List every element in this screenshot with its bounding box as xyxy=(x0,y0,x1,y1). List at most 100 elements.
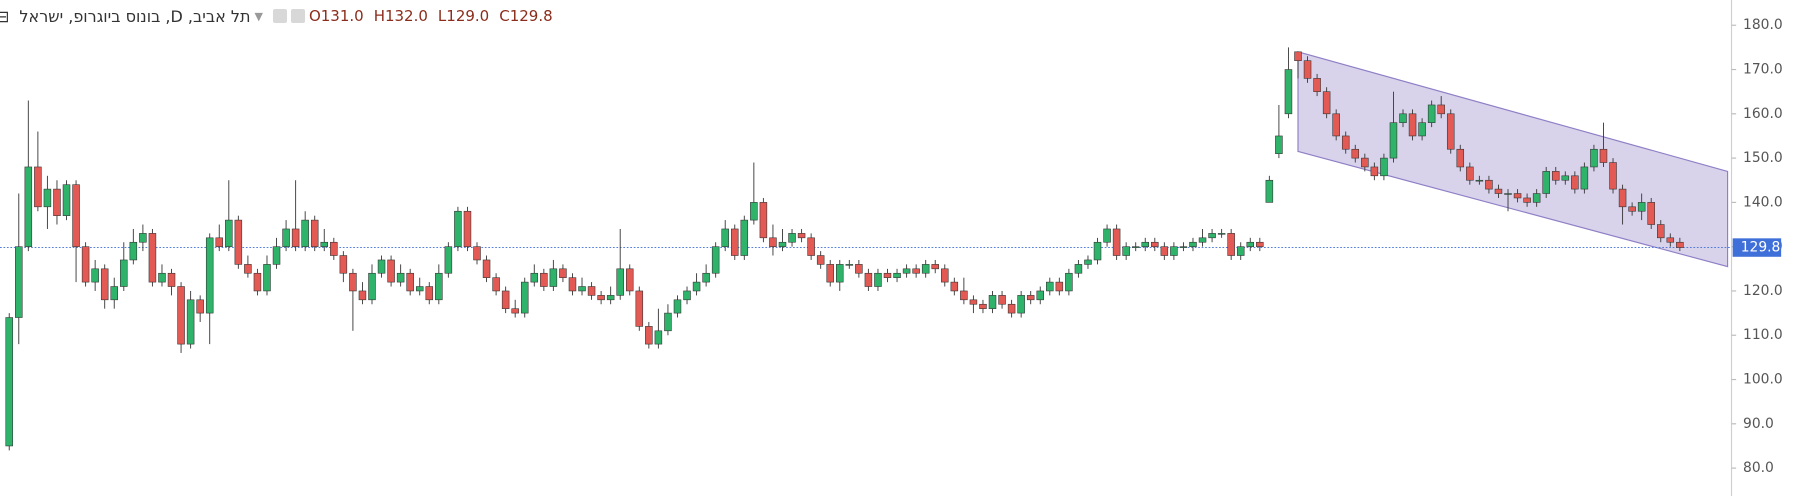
candle-body xyxy=(1389,122,1398,159)
candle-body xyxy=(1647,202,1655,225)
y-tick-label: 160.0 xyxy=(1743,106,1783,122)
candle-body xyxy=(167,272,176,287)
candle-body xyxy=(1599,148,1608,163)
candle-body xyxy=(1151,241,1159,247)
candle-body xyxy=(463,210,472,247)
candle-body xyxy=(1590,148,1598,168)
candle-body xyxy=(53,188,61,216)
price-channel xyxy=(1297,51,1729,268)
candle-body xyxy=(1427,104,1436,123)
candle-body xyxy=(721,228,729,247)
candle-body xyxy=(797,233,806,239)
candle-body xyxy=(654,330,663,345)
candle-body xyxy=(1657,224,1665,239)
candle-body xyxy=(120,259,128,287)
eye-icon[interactable] xyxy=(272,9,287,23)
candle-body xyxy=(1179,246,1188,248)
candle-body xyxy=(855,264,863,274)
candle-body xyxy=(406,272,414,292)
candle-body xyxy=(139,233,147,243)
candle-body xyxy=(501,290,510,309)
candle-body xyxy=(664,312,672,332)
y-tick-label: 140.0 xyxy=(1743,194,1783,210)
candle-body xyxy=(34,166,42,208)
candle-body xyxy=(72,184,80,247)
candle-body xyxy=(215,237,224,247)
candle-body xyxy=(826,264,834,283)
candle-body xyxy=(1513,193,1522,199)
candle-body xyxy=(616,268,624,296)
candle-body xyxy=(1399,113,1407,123)
candle-body xyxy=(1437,104,1445,115)
candle-body xyxy=(587,286,596,296)
candle-body xyxy=(330,241,338,256)
dropdown-icon[interactable]: ▼ xyxy=(254,9,263,23)
candle-body xyxy=(1026,295,1035,301)
candle-body xyxy=(816,255,825,265)
candle-body xyxy=(1141,241,1150,247)
candle-body xyxy=(740,219,749,256)
candle-body xyxy=(883,272,892,278)
candle-body xyxy=(1504,193,1512,195)
candle-body xyxy=(1637,202,1646,212)
candle-body xyxy=(177,286,185,345)
candle-body xyxy=(1074,264,1083,274)
legend-bar: ⊟ תל אביב, D, בונוס ביוגרופ, ישראל ▼ O13… xyxy=(0,4,553,28)
candle-body xyxy=(836,264,844,283)
candle-body xyxy=(950,281,959,292)
candle-body xyxy=(377,259,386,274)
candle-body xyxy=(1523,197,1531,203)
candle-body xyxy=(1065,272,1073,292)
last-price-badge xyxy=(1732,238,1782,257)
candle-body xyxy=(1446,113,1455,150)
candle-body xyxy=(1103,228,1111,243)
settings-icon[interactable] xyxy=(290,9,305,23)
candle-body xyxy=(998,295,1006,305)
candle-body xyxy=(1418,122,1426,137)
candle-body xyxy=(1494,188,1503,194)
candle-body xyxy=(5,317,13,447)
candle-body xyxy=(645,326,653,345)
y-tick-label: 100.0 xyxy=(1743,372,1783,388)
candle-body xyxy=(1408,113,1417,137)
symbol-title[interactable]: תל אביב, D, בונוס ביוגרופ, ישראל xyxy=(19,6,251,26)
candle-body xyxy=(473,246,481,261)
candle-body xyxy=(1361,157,1369,168)
high-value: H132.0 xyxy=(373,7,428,25)
candle-body xyxy=(1036,290,1044,301)
candle-body xyxy=(711,246,720,274)
candle-body xyxy=(960,290,968,301)
candle-body xyxy=(1370,166,1379,177)
candle-body xyxy=(244,264,252,274)
candle-body xyxy=(1131,246,1140,248)
collapse-icon[interactable]: ⊟ xyxy=(0,6,10,26)
candle-body xyxy=(1313,78,1321,92)
candle-body xyxy=(1170,246,1178,256)
candle-body xyxy=(1580,166,1589,190)
candle-body xyxy=(387,259,395,283)
candle-body xyxy=(320,241,329,247)
candle-body xyxy=(158,272,166,283)
candle-body xyxy=(673,299,682,314)
candle-body xyxy=(454,210,462,247)
candle-body xyxy=(43,188,52,208)
candle-body xyxy=(301,219,309,247)
candle-body xyxy=(91,268,99,283)
candle-body xyxy=(635,290,644,327)
candle-body xyxy=(625,268,634,292)
candle-body xyxy=(205,237,214,314)
candle-body xyxy=(15,246,23,318)
candle-body xyxy=(1551,171,1560,181)
candle-body xyxy=(1609,162,1617,190)
low-value: L129.0 xyxy=(437,7,490,25)
y-tick-label: 180.0 xyxy=(1743,17,1783,33)
candle-body xyxy=(1246,241,1255,247)
candle-body xyxy=(482,259,491,278)
y-tick-label: 170.0 xyxy=(1743,62,1783,78)
candle-body xyxy=(435,272,443,301)
candle-body xyxy=(1485,179,1493,190)
candle-body xyxy=(1112,228,1121,256)
candle-body xyxy=(129,241,138,261)
